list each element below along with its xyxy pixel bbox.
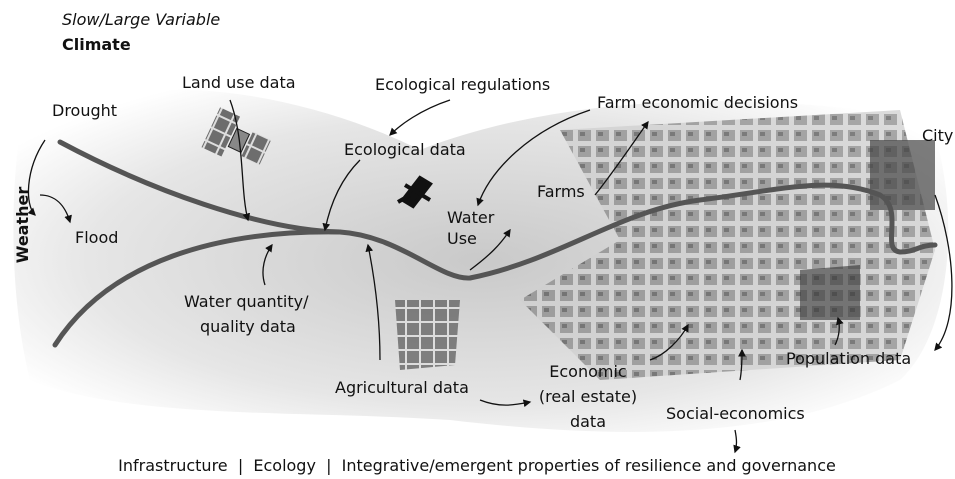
- label: Farms: [537, 182, 585, 201]
- side-label: Weather: [13, 187, 32, 264]
- label: City: [922, 126, 953, 145]
- label: Water quantity/: [184, 292, 309, 311]
- label: Land use data: [182, 73, 296, 92]
- label: Water: [447, 208, 495, 227]
- footer: Infrastructure | Ecology | Integrative/e…: [118, 456, 836, 475]
- label: quality data: [200, 317, 296, 336]
- title: Climate: [62, 35, 131, 54]
- diagram: Slow/Large Variable Climate Weather Drou…: [0, 0, 955, 479]
- label: Ecological regulations: [375, 75, 550, 94]
- label: data: [570, 412, 606, 431]
- label: Population data: [786, 349, 911, 368]
- label: Use: [447, 229, 477, 248]
- label: Social-economics: [666, 404, 805, 423]
- label: Ecological data: [344, 140, 466, 159]
- label: Agricultural data: [335, 378, 469, 397]
- label: Economic: [549, 362, 626, 381]
- label: (real estate): [539, 387, 637, 406]
- subtitle: Slow/Large Variable: [62, 10, 220, 29]
- label: Flood: [75, 228, 118, 247]
- label: Drought: [52, 101, 117, 120]
- label: Farm economic decisions: [597, 93, 798, 112]
